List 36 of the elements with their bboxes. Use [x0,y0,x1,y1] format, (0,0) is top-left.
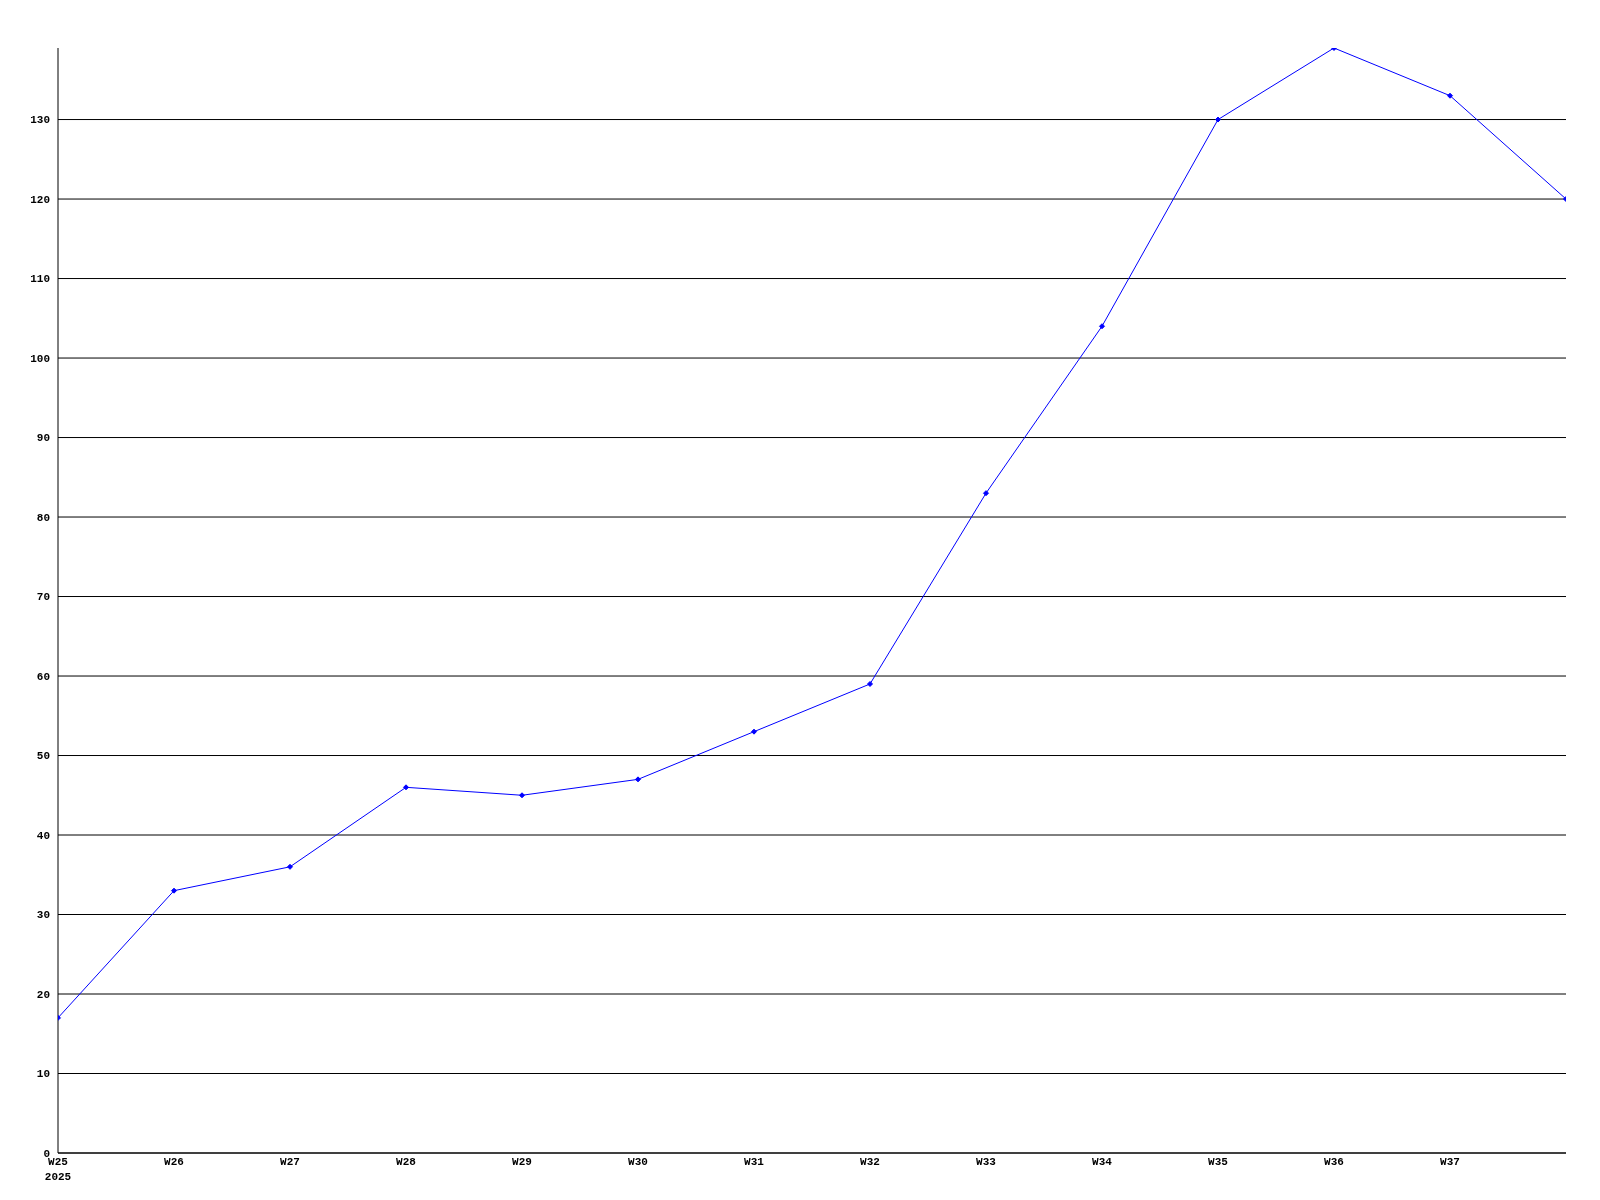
x-tick-label: W33 [976,1156,997,1168]
point [751,728,757,735]
y-tick-label: 90 [36,432,50,445]
point [403,784,409,791]
y-tick-label: 100 [30,352,50,365]
point [1447,92,1453,99]
point [635,776,641,783]
point [171,887,177,894]
x-tick-label: W28 [396,1156,417,1168]
x-tick-label: W31 [744,1156,765,1168]
point [287,863,293,870]
point [983,490,989,497]
x-tick-label: W35 [1208,1156,1229,1168]
x-tick-label: W37 [1440,1156,1460,1168]
y-tick-label: 110 [30,273,50,286]
x-tick-label: W30 [628,1156,648,1168]
y-tick-label: 20 [36,988,50,1001]
y-tick-label: 80 [36,511,50,524]
point [867,680,873,687]
y-tick-label: 120 [30,193,50,206]
y-tick-label: 40 [36,829,50,842]
y-tick-label: 30 [36,909,50,922]
y-tick-label: 10 [36,1068,50,1081]
point [1099,323,1105,330]
y-tick-label: 130 [30,114,50,127]
x-tick-label: W32 [860,1156,880,1168]
x-tick-label: W26 [164,1156,184,1168]
y-tick-label: 70 [36,591,50,604]
point [1215,116,1221,123]
x-tick-label: W36 [1324,1156,1344,1168]
y-tick-label: 60 [36,670,50,683]
x-tick-label: W29 [512,1156,532,1168]
point [519,792,525,799]
x-tick-label: W27 [280,1156,300,1168]
x-tick-label: W34 [1092,1156,1113,1168]
y-tick-label: 50 [36,750,50,763]
